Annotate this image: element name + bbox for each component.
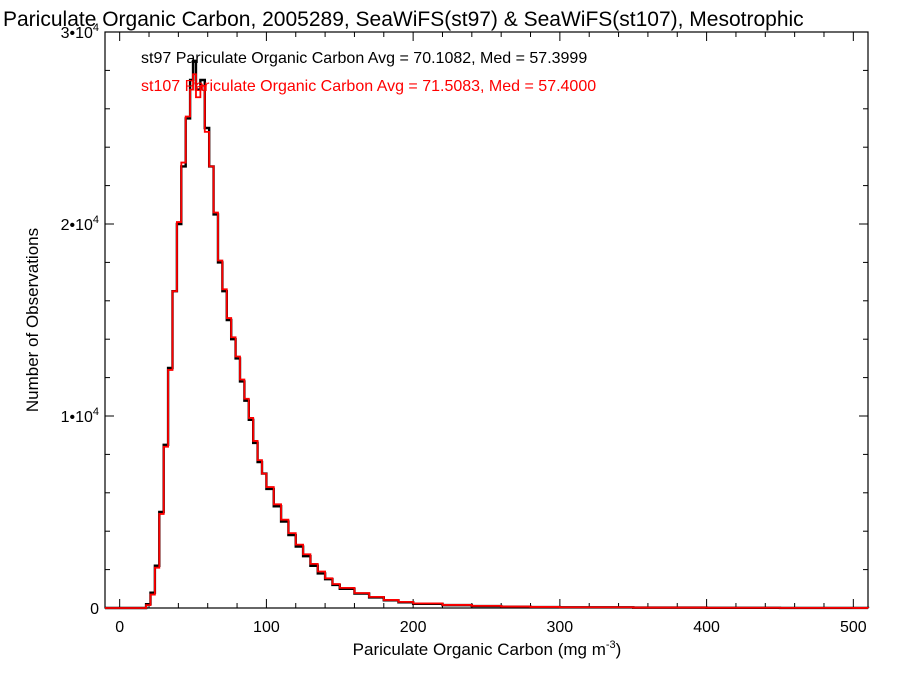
x-axis-label: Pariculate Organic Carbon (mg m-3) (353, 639, 622, 659)
y-tick-label: 0 (90, 601, 99, 618)
y-tick-label: 1•104 (61, 406, 99, 426)
x-axis: 0 100 200 300 400 500 (115, 32, 867, 636)
x-tick-label: 200 (400, 619, 427, 636)
legend-entry-st107: st107 Pariculate Organic Carbon Avg = 71… (141, 78, 596, 95)
legend-entry-st97: st97 Pariculate Organic Carbon Avg = 70.… (141, 50, 587, 67)
x-tick-label: 400 (693, 619, 720, 636)
x-tick-label: 0 (115, 619, 124, 636)
y-axis-label: Number of Observations (23, 228, 42, 412)
x-tick-label: 500 (840, 619, 867, 636)
chart-title: Pariculate Organic Carbon, 2005289, SeaW… (3, 8, 804, 31)
y-tick-label: 2•104 (61, 214, 99, 234)
series-line-st107 (105, 73, 869, 609)
y-axis: 0 1•104 2•104 3•104 (61, 22, 868, 618)
x-tick-label: 100 (253, 619, 280, 636)
y-tick-label: 3•104 (61, 22, 99, 42)
series-group (105, 59, 870, 610)
series-line-st97 (105, 59, 870, 610)
plot-frame (104, 31, 869, 609)
x-tick-label: 300 (547, 619, 574, 636)
